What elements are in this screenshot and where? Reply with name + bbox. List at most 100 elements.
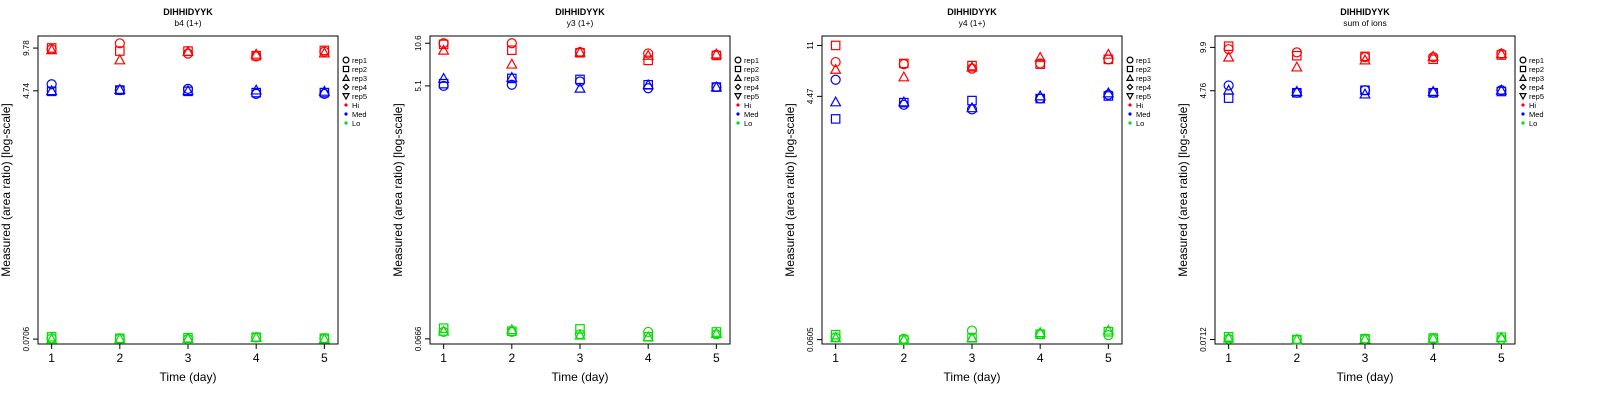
data-point-lo-rep2 — [575, 324, 585, 334]
data-point-lo-rep3 — [574, 329, 586, 340]
x-tick-label: 5 — [1498, 351, 1505, 365]
legend-label-rep1: rep1 — [1529, 56, 1544, 65]
legend-label-rep3: rep3 — [1529, 74, 1544, 83]
data-point-lo-rep3 — [829, 331, 842, 343]
data-point-lo-rep2 — [46, 331, 57, 342]
legend-label-rep4: rep4 — [1136, 83, 1151, 92]
legend-dot-lo — [736, 121, 740, 125]
data-point-lo-rep1 — [966, 325, 978, 336]
legend-marker-rep3 — [1518, 73, 1528, 81]
x-tick-label: 4 — [1037, 351, 1044, 365]
legend-marker-rep1 — [734, 56, 742, 64]
x-tick-label: 2 — [116, 351, 123, 365]
chart-subtitle: sum of ions — [1343, 18, 1386, 28]
data-point-lo-rep3 — [1359, 332, 1371, 344]
x-axis-label: Time (day) — [1337, 370, 1394, 384]
chart-title: DIHHIDYYK — [947, 7, 997, 17]
data-point-lo-rep3 — [1102, 324, 1115, 335]
x-tick-label: 2 — [508, 351, 515, 365]
x-axis-label: Time (day) — [552, 370, 609, 384]
legend-dot-hi — [344, 103, 348, 107]
data-point-med-rep3 — [574, 82, 586, 93]
data-point-lo-rep1 — [643, 326, 654, 338]
legend-label-rep4: rep4 — [1529, 83, 1544, 92]
y-axis-label: Measured (area ratio) [log-scale] — [0, 103, 13, 276]
data-point-hi-rep2 — [1360, 51, 1370, 62]
data-point-med-rep2 — [830, 114, 841, 124]
data-point-hi-rep2 — [251, 50, 261, 61]
x-tick-label: 5 — [1105, 351, 1112, 365]
data-point-lo-rep3 — [710, 327, 723, 338]
legend-dot-med — [736, 112, 740, 116]
data-point-hi-rep2 — [1223, 41, 1234, 52]
legend-label-rep3: rep3 — [744, 74, 759, 83]
data-point-med-rep3 — [1495, 84, 1508, 95]
data-point-hi-rep3 — [113, 53, 126, 65]
y-tick-label: 9.9 — [1199, 41, 1208, 53]
data-point-hi-rep3 — [250, 48, 263, 59]
y-axis-label: Measured (area ratio) [log-scale] — [1176, 103, 1190, 276]
data-point-lo-rep3 — [113, 332, 126, 344]
x-tick-label: 3 — [1362, 351, 1369, 365]
y-tick-label: 4.76 — [1199, 82, 1208, 98]
data-point-med-rep3 — [318, 85, 331, 96]
legend-label-rep4: rep4 — [744, 83, 759, 92]
data-point-lo-rep3 — [1034, 326, 1047, 338]
data-point-hi-rep3 — [318, 46, 331, 58]
data-point-med-rep2 — [967, 95, 977, 106]
x-tick-label: 1 — [832, 351, 839, 365]
legend-label-rep3: rep3 — [1136, 74, 1151, 83]
data-point-hi-rep3 — [574, 46, 586, 57]
data-point-hi-rep3 — [1290, 61, 1303, 72]
data-point-med-rep3 — [1427, 85, 1440, 96]
data-point-med-rep2 — [507, 73, 517, 84]
legend-marker-rep2 — [342, 65, 350, 73]
legend-label-rep1: rep1 — [352, 56, 367, 65]
data-point-hi-rep3 — [897, 70, 910, 82]
legend-label-hi: Hi — [744, 101, 751, 110]
legend-label-rep5: rep5 — [352, 92, 367, 101]
legend-marker-rep1 — [1519, 56, 1527, 64]
data-point-hi-rep3 — [1495, 47, 1508, 59]
data-point-hi-rep3 — [1102, 48, 1115, 59]
x-axis-label: Time (day) — [944, 370, 1001, 384]
data-point-lo-rep3 — [1290, 333, 1303, 344]
y-tick-label: 4.47 — [806, 88, 815, 104]
legend-dot-med — [1128, 112, 1132, 116]
legend-marker-rep2 — [1126, 65, 1134, 73]
legend-label-rep1: rep1 — [1136, 56, 1151, 65]
data-point-hi-rep3 — [642, 49, 655, 60]
data-point-hi-rep3 — [1034, 51, 1047, 62]
x-tick-label: 5 — [713, 351, 720, 365]
chart-title: DIHHIDYYK — [1340, 7, 1390, 17]
legend-marker-rep3 — [733, 73, 743, 81]
x-axis-label: Time (day) — [160, 370, 217, 384]
data-point-hi-rep2 — [830, 40, 841, 51]
data-point-hi-rep2 — [1496, 50, 1507, 60]
legend-marker-rep1 — [1126, 56, 1134, 64]
data-point-lo-rep3 — [250, 331, 263, 342]
legend-label-rep2: rep2 — [352, 65, 367, 74]
data-point-med-rep3 — [1290, 85, 1303, 96]
legend-marker-rep2 — [734, 65, 742, 73]
data-point-med-rep2 — [115, 85, 125, 95]
data-point-med-rep3 — [45, 84, 58, 96]
data-point-lo-rep3 — [1222, 332, 1235, 343]
x-tick-label: 5 — [321, 351, 328, 365]
legend-label-rep3: rep3 — [352, 74, 367, 83]
data-point-hi-rep3 — [966, 61, 978, 72]
plot-frame — [821, 35, 1123, 345]
data-point-hi-rep2 — [1103, 54, 1114, 65]
x-tick-label: 1 — [1225, 351, 1232, 365]
legend-dot-med — [344, 112, 348, 116]
data-point-hi-rep2 — [711, 50, 722, 61]
x-tick-label: 2 — [1293, 351, 1300, 365]
legend-marker-rep4 — [734, 83, 742, 91]
plot-frame — [1214, 35, 1516, 345]
legend-marker-rep3 — [1125, 73, 1135, 81]
data-point-hi-rep2 — [1035, 59, 1045, 69]
legend-label-rep4: rep4 — [352, 83, 367, 92]
legend-label-med: Med — [1529, 110, 1544, 119]
legend-label-med: Med — [1136, 110, 1151, 119]
